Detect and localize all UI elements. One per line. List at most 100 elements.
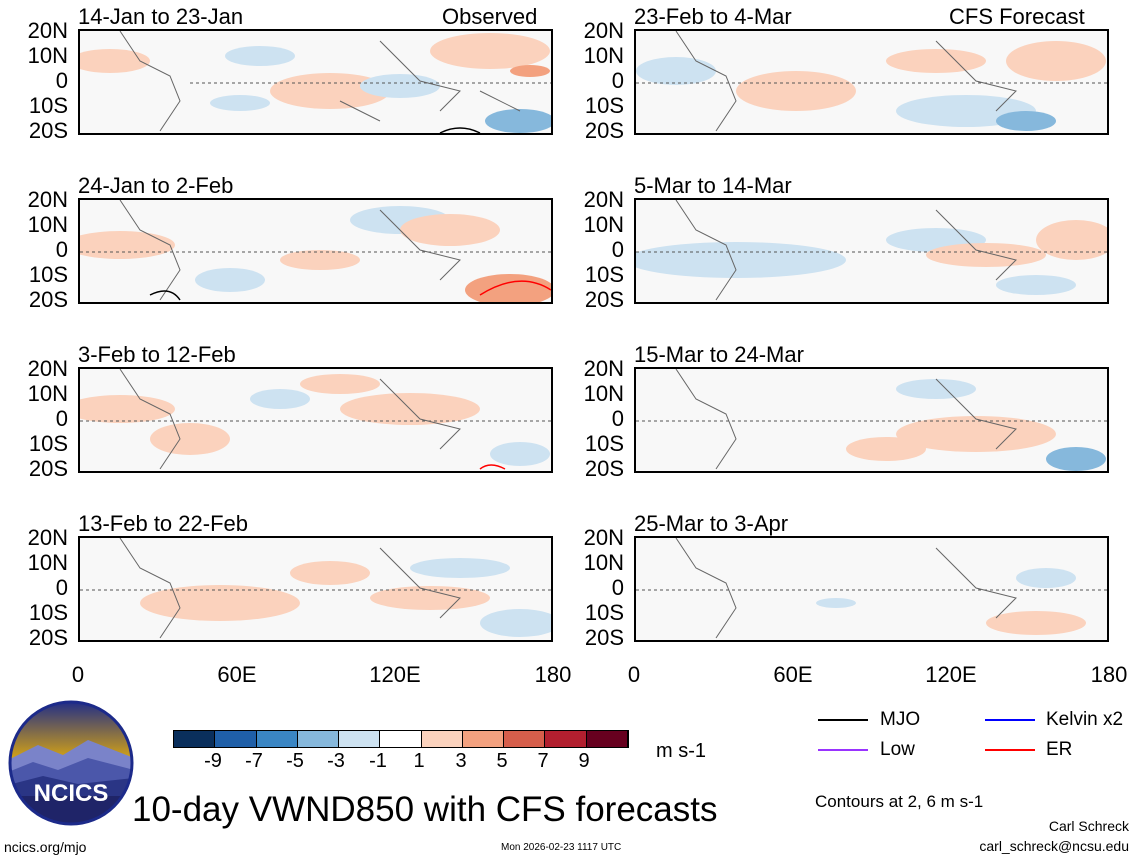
lat-label: 10S (584, 600, 624, 625)
lat-label: 10S (28, 600, 68, 625)
lat-label: 20N (583, 356, 624, 381)
lat-label: 10N (583, 550, 624, 575)
panel-title: 25-Mar to 3-Apr (634, 511, 789, 536)
lat-label: 20N (27, 356, 68, 381)
lat-label: 20S (584, 625, 624, 650)
lon-label: 60E (217, 662, 257, 687)
map-plot (634, 198, 1109, 304)
legend-line-mjo (818, 719, 868, 721)
lat-label: 20N (27, 187, 68, 212)
anomaly-field (80, 538, 551, 639)
lat-label: 20S (28, 625, 68, 650)
legend-line-kelvin (985, 719, 1035, 721)
colorbar-tick-label: -1 (369, 750, 387, 772)
lat-label: 10N (27, 43, 68, 68)
colorbar-tick-label: 7 (537, 750, 549, 772)
colorbar-tick-label: -3 (327, 750, 345, 772)
anomaly-field (80, 200, 551, 302)
map-plot (78, 367, 553, 473)
lat-label: 20S (584, 456, 624, 481)
lon-label: 60E (773, 662, 813, 687)
colorbar-swatch (297, 731, 340, 747)
lon-label: 180 (534, 662, 572, 687)
legend-label: Kelvin x2 (1046, 709, 1124, 730)
lat-label: 20N (583, 187, 624, 212)
timestamp: Mon 2026-02-23 1117 UTC (501, 842, 622, 853)
lat-label: 10S (584, 431, 624, 456)
anomaly-field (636, 538, 1107, 639)
lat-label: 10S (28, 262, 68, 287)
map-plot (634, 536, 1109, 642)
legend-label: MJO (880, 709, 921, 730)
colorbar-tick-label: -9 (204, 750, 222, 772)
anomaly-field (80, 369, 551, 470)
lon-label: 120E (925, 662, 977, 687)
lat-label: 0 (55, 68, 68, 93)
ncics-logo: NCICS (8, 700, 134, 826)
lat-label: 10N (27, 212, 68, 237)
colorbar-swatch (215, 731, 257, 747)
legend-label: Low (880, 739, 915, 760)
logo-emblem-icon (8, 700, 134, 826)
colorbar-swatch (504, 731, 546, 747)
lat-label: 0 (611, 406, 624, 431)
colorbar-swatch (421, 731, 463, 747)
map-plot (78, 536, 553, 642)
panel-title: 5-Mar to 14-Mar (634, 173, 792, 198)
lon-label: 0 (71, 662, 85, 687)
lat-label: 20N (583, 525, 624, 550)
contour-note: Contours at 2, 6 m s-1 (815, 792, 984, 811)
colorbar-unit: m s-1 (656, 740, 706, 762)
lat-label: 10N (27, 381, 68, 406)
panel-title: 24-Jan to 2-Feb (78, 173, 234, 198)
logo-text: NCICS (33, 780, 109, 807)
lat-label: 20S (28, 287, 68, 312)
lat-label: 20N (27, 525, 68, 550)
legend-line-er (985, 749, 1035, 751)
lat-label: 20N (583, 18, 624, 43)
lon-label: 0 (627, 662, 641, 687)
anomaly-field (80, 31, 551, 133)
map-plot (634, 367, 1109, 473)
lon-label: 120E (369, 662, 421, 687)
lat-label: 10S (28, 431, 68, 456)
lat-label: 0 (611, 68, 624, 93)
lat-label: 10N (583, 43, 624, 68)
main-title: 10-day VWND850 with CFS forecasts (132, 790, 718, 829)
email: carl_schreck@ncsu.edu (979, 838, 1129, 854)
lat-label: 10N (27, 550, 68, 575)
colorbar-tick-label: -7 (245, 750, 263, 772)
lat-label: 10S (584, 262, 624, 287)
panel-source-tag: CFS Forecast (949, 4, 1085, 29)
panel-title: 14-Jan to 23-Jan (78, 4, 244, 29)
lat-label: 10N (583, 381, 624, 406)
colorbar-tick-label: -5 (286, 750, 304, 772)
colorbar-swatch (256, 731, 298, 747)
legend-label: ER (1046, 739, 1073, 760)
panel-title: 23-Feb to 4-Mar (634, 4, 792, 29)
anomaly-field (636, 369, 1107, 471)
panel-title: 15-Mar to 24-Mar (634, 342, 804, 367)
lat-label: 0 (55, 575, 68, 600)
lat-label: 20N (27, 18, 68, 43)
lat-label: 0 (55, 406, 68, 431)
panel-source-tag: Observed (442, 4, 538, 29)
colorbar-swatches (173, 730, 629, 748)
lat-label: 10S (28, 93, 68, 118)
colorbar-swatch (545, 731, 587, 747)
author: Carl Schreck (1048, 818, 1129, 834)
lat-label: 20S (584, 118, 624, 143)
lat-label: 20S (28, 456, 68, 481)
legend-line-low (818, 749, 868, 751)
colorbar-swatch (586, 731, 628, 747)
panel-title: 3-Feb to 12-Feb (78, 342, 236, 367)
lon-label: 180 (1090, 662, 1128, 687)
colorbar-swatch (462, 731, 505, 747)
lat-label: 0 (611, 237, 624, 262)
lat-label: 10S (584, 93, 624, 118)
map-plot (78, 29, 553, 135)
anomaly-field (636, 31, 1107, 132)
colorbar-swatch (380, 731, 422, 747)
lat-label: 20S (28, 118, 68, 143)
colorbar-swatch (339, 731, 381, 747)
